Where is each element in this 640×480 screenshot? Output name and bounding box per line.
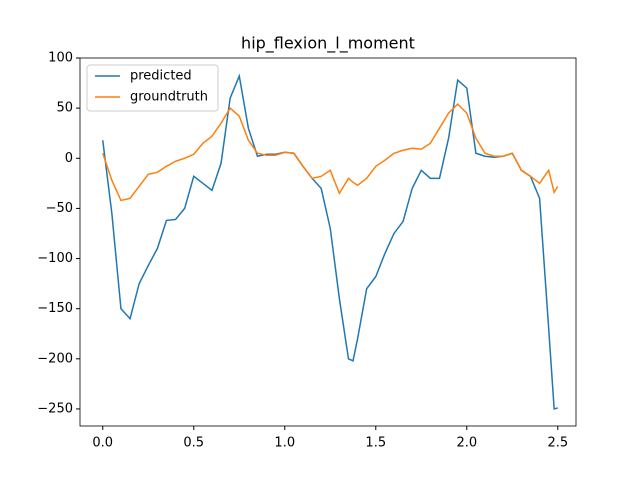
x-tick-label: 1.5 <box>365 436 386 451</box>
x-tick-label: 0.0 <box>92 436 113 451</box>
data-line <box>102 73 558 410</box>
y-tick-label: 100 <box>48 51 73 66</box>
chart-title: hip_flexion_l_moment <box>241 34 415 54</box>
y-tick-label: −250 <box>37 401 73 416</box>
plot-frame <box>79 57 577 427</box>
x-tick-label: 2.0 <box>456 436 477 451</box>
legend-label: groundtruth <box>130 90 208 105</box>
data-line <box>102 103 559 202</box>
y-tick-label: 0 <box>65 151 73 166</box>
x-tick-label: 0.5 <box>183 436 204 451</box>
legend-label: predicted <box>130 69 192 84</box>
y-tick-label: −100 <box>37 251 73 266</box>
x-tick-label: 2.5 <box>547 436 568 451</box>
y-tick-label: 50 <box>56 101 73 116</box>
y-tick-label: −150 <box>37 301 73 316</box>
y-tick-label: −50 <box>46 201 73 216</box>
x-tick-label: 1.0 <box>274 436 295 451</box>
y-tick-label: −200 <box>37 351 73 366</box>
